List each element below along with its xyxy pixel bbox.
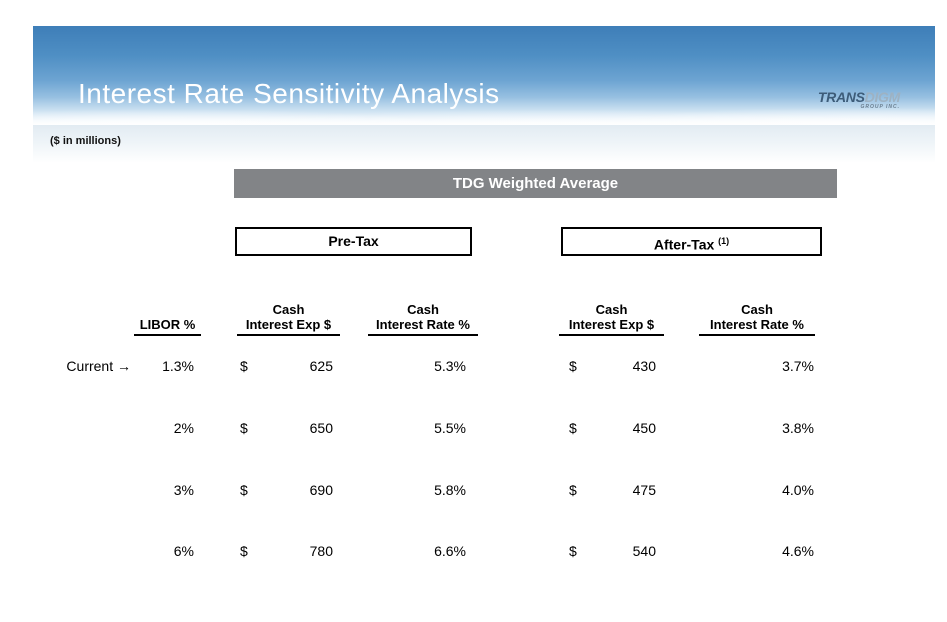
dollar-sign: $ [569, 420, 577, 436]
col-header-libor: LIBOR % [134, 288, 201, 336]
pretax-exp-value: 690 [309, 482, 333, 498]
col-header-pretax-interest-exp: Cash Interest Exp $ [237, 288, 340, 336]
logo-digm-text: DIGM [864, 89, 901, 105]
pretax-exp-cell: $780 [240, 543, 333, 559]
aftertax-rate-cell: 3.8% [782, 420, 814, 436]
pretax-header-box: Pre-Tax [235, 227, 472, 256]
dollar-sign: $ [240, 420, 248, 436]
dollar-sign: $ [240, 482, 248, 498]
header-sky-banner: Interest Rate Sensitivity Analysis TRANS… [33, 26, 935, 125]
logo-trans-text: TRANS [817, 89, 865, 105]
cash-label: Cash [407, 302, 439, 317]
logo-group-inc-text: GROUP INC. [860, 104, 900, 110]
pretax-exp-cell: $650 [240, 420, 333, 436]
interest-exp-label: Interest Exp $ [568, 317, 655, 332]
interest-rate-label: Interest Rate % [376, 317, 470, 332]
libor-header-label: LIBOR % [139, 317, 196, 332]
interest-exp-label: Interest Exp $ [245, 317, 332, 332]
pretax-exp-cell: $625 [240, 358, 333, 374]
libor-cell: 2% [173, 420, 194, 436]
page-title: Interest Rate Sensitivity Analysis [78, 78, 500, 109]
aftertax-exp-value: 540 [632, 543, 656, 559]
col-header-aftertax-interest-rate: Cash Interest Rate % [699, 288, 815, 336]
transdigm-logo-text: TRANSDIGM [818, 90, 900, 104]
aftertax-header-box: After-Tax (1) [561, 227, 822, 256]
col-header-pretax-interest-rate: Cash Interest Rate % [368, 288, 478, 336]
table-row: 3% $690 5.8% $475 4.0% [0, 482, 947, 499]
aftertax-exp-value: 430 [632, 358, 656, 374]
libor-cell: 3% [173, 482, 194, 498]
tdg-weighted-average-banner: TDG Weighted Average [234, 169, 837, 198]
dollar-sign: $ [240, 543, 248, 559]
aftertax-rate-cell: 4.0% [782, 482, 814, 498]
table-row: Current → 1.3% $625 5.3% $430 3.7% [0, 358, 947, 375]
libor-cell: 6% [173, 543, 194, 559]
aftertax-exp-cell: $540 [569, 543, 656, 559]
pretax-rate-cell: 5.5% [434, 420, 466, 436]
aftertax-exp-cell: $450 [569, 420, 656, 436]
col-header-aftertax-interest-exp: Cash Interest Exp $ [559, 288, 664, 336]
pretax-exp-value: 780 [309, 543, 333, 559]
cash-label: Cash [272, 302, 305, 317]
header-fade-strip [33, 125, 935, 163]
aftertax-exp-cell: $430 [569, 358, 656, 374]
pretax-label: Pre-Tax [328, 233, 379, 249]
dollar-sign: $ [569, 543, 577, 559]
table-row: 6% $780 6.6% $540 4.6% [0, 543, 947, 560]
dollar-sign: $ [240, 358, 248, 374]
aftertax-rate-cell: 3.7% [782, 358, 814, 374]
pretax-rate-cell: 5.8% [434, 482, 466, 498]
aftertax-label: After-Tax [653, 236, 715, 253]
table-row: 2% $650 5.5% $450 3.8% [0, 420, 947, 437]
transdigm-logo: TRANSDIGM GROUP INC. [818, 90, 900, 110]
aftertax-exp-value: 475 [632, 482, 656, 498]
cash-label: Cash [741, 302, 773, 317]
dollar-sign: $ [569, 358, 577, 374]
aftertax-exp-value: 450 [632, 420, 656, 436]
aftertax-rate-cell: 4.6% [782, 543, 814, 559]
pretax-exp-value: 650 [309, 420, 333, 436]
pretax-rate-cell: 5.3% [434, 358, 466, 374]
current-row-label: Current → [66, 358, 131, 374]
pretax-exp-value: 625 [309, 358, 333, 374]
aftertax-footnote-marker: (1) [718, 236, 730, 246]
pretax-exp-cell: $690 [240, 482, 333, 498]
aftertax-exp-cell: $475 [569, 482, 656, 498]
units-note: ($ in millions) [50, 135, 121, 147]
cash-label: Cash [595, 302, 628, 317]
pretax-rate-cell: 6.6% [434, 543, 466, 559]
interest-rate-label: Interest Rate % [710, 317, 804, 332]
libor-cell: 1.3% [162, 358, 194, 374]
dollar-sign: $ [569, 482, 577, 498]
